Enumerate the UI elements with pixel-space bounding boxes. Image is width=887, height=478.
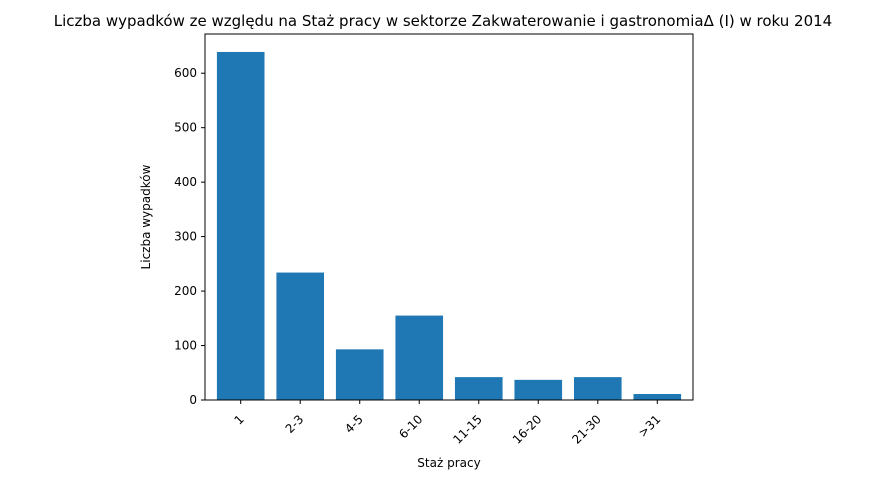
x-axis-label: Staż pracy	[417, 456, 480, 470]
x-tick-label: 2-3	[283, 412, 307, 436]
x-tick-label: 11-15	[450, 412, 485, 447]
x-tick-label: >31	[636, 412, 664, 440]
bar	[633, 394, 682, 400]
y-tick-label: 300	[174, 230, 197, 244]
y-tick-label: 400	[174, 175, 197, 189]
y-tick-label: 0	[189, 393, 197, 407]
x-tick-label: 6-10	[396, 412, 425, 441]
y-axis-label: Liczba wypadków	[139, 164, 153, 269]
bar	[395, 315, 444, 400]
bar	[216, 51, 265, 401]
plot-area: 0 100 200 300 400 500 600 1 2-3 4-5 6-10 11-15 16-20…	[174, 51, 682, 447]
plot-frame	[204, 33, 694, 401]
x-tick-label: 1	[232, 412, 247, 427]
y-tick-label: 200	[174, 284, 197, 298]
x-tick-label: 21-30	[569, 412, 604, 447]
bar	[276, 272, 325, 400]
y-tick-label: 600	[174, 66, 197, 80]
bar	[335, 349, 384, 400]
y-tick-label: 100	[174, 339, 197, 353]
x-tick-label: 16-20	[510, 412, 545, 447]
bar	[454, 377, 503, 400]
bar	[573, 377, 622, 400]
bar	[514, 379, 563, 400]
y-tick-label: 500	[174, 121, 197, 135]
x-tick-label: 4-5	[342, 412, 366, 436]
chart-title: Liczba wypadków ze względu na Staż pracy…	[54, 12, 832, 30]
